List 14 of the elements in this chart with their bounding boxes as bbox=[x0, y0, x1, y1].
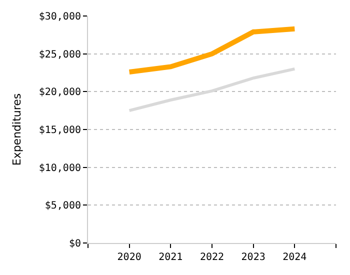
x-tick-label: 2020 bbox=[117, 252, 142, 263]
y-tick-label: $30,000 bbox=[38, 12, 81, 22]
y-tick-label: $15,000 bbox=[38, 125, 81, 136]
x-tick-label: 2021 bbox=[158, 252, 183, 263]
x-tick-label: 2022 bbox=[200, 252, 224, 263]
y-axis-title: Expenditures bbox=[10, 93, 24, 166]
x-tick-label: 2024 bbox=[282, 252, 307, 263]
y-tick-label: $25,000 bbox=[38, 49, 81, 60]
line-series bbox=[128, 67, 296, 112]
y-tick-label: $20,000 bbox=[38, 87, 81, 98]
y-tick-label: $0 bbox=[68, 238, 81, 250]
x-tick-label: 2023 bbox=[241, 252, 266, 263]
y-tick-label: $5,000 bbox=[44, 200, 81, 212]
y-tick-label: $10,000 bbox=[38, 162, 81, 174]
